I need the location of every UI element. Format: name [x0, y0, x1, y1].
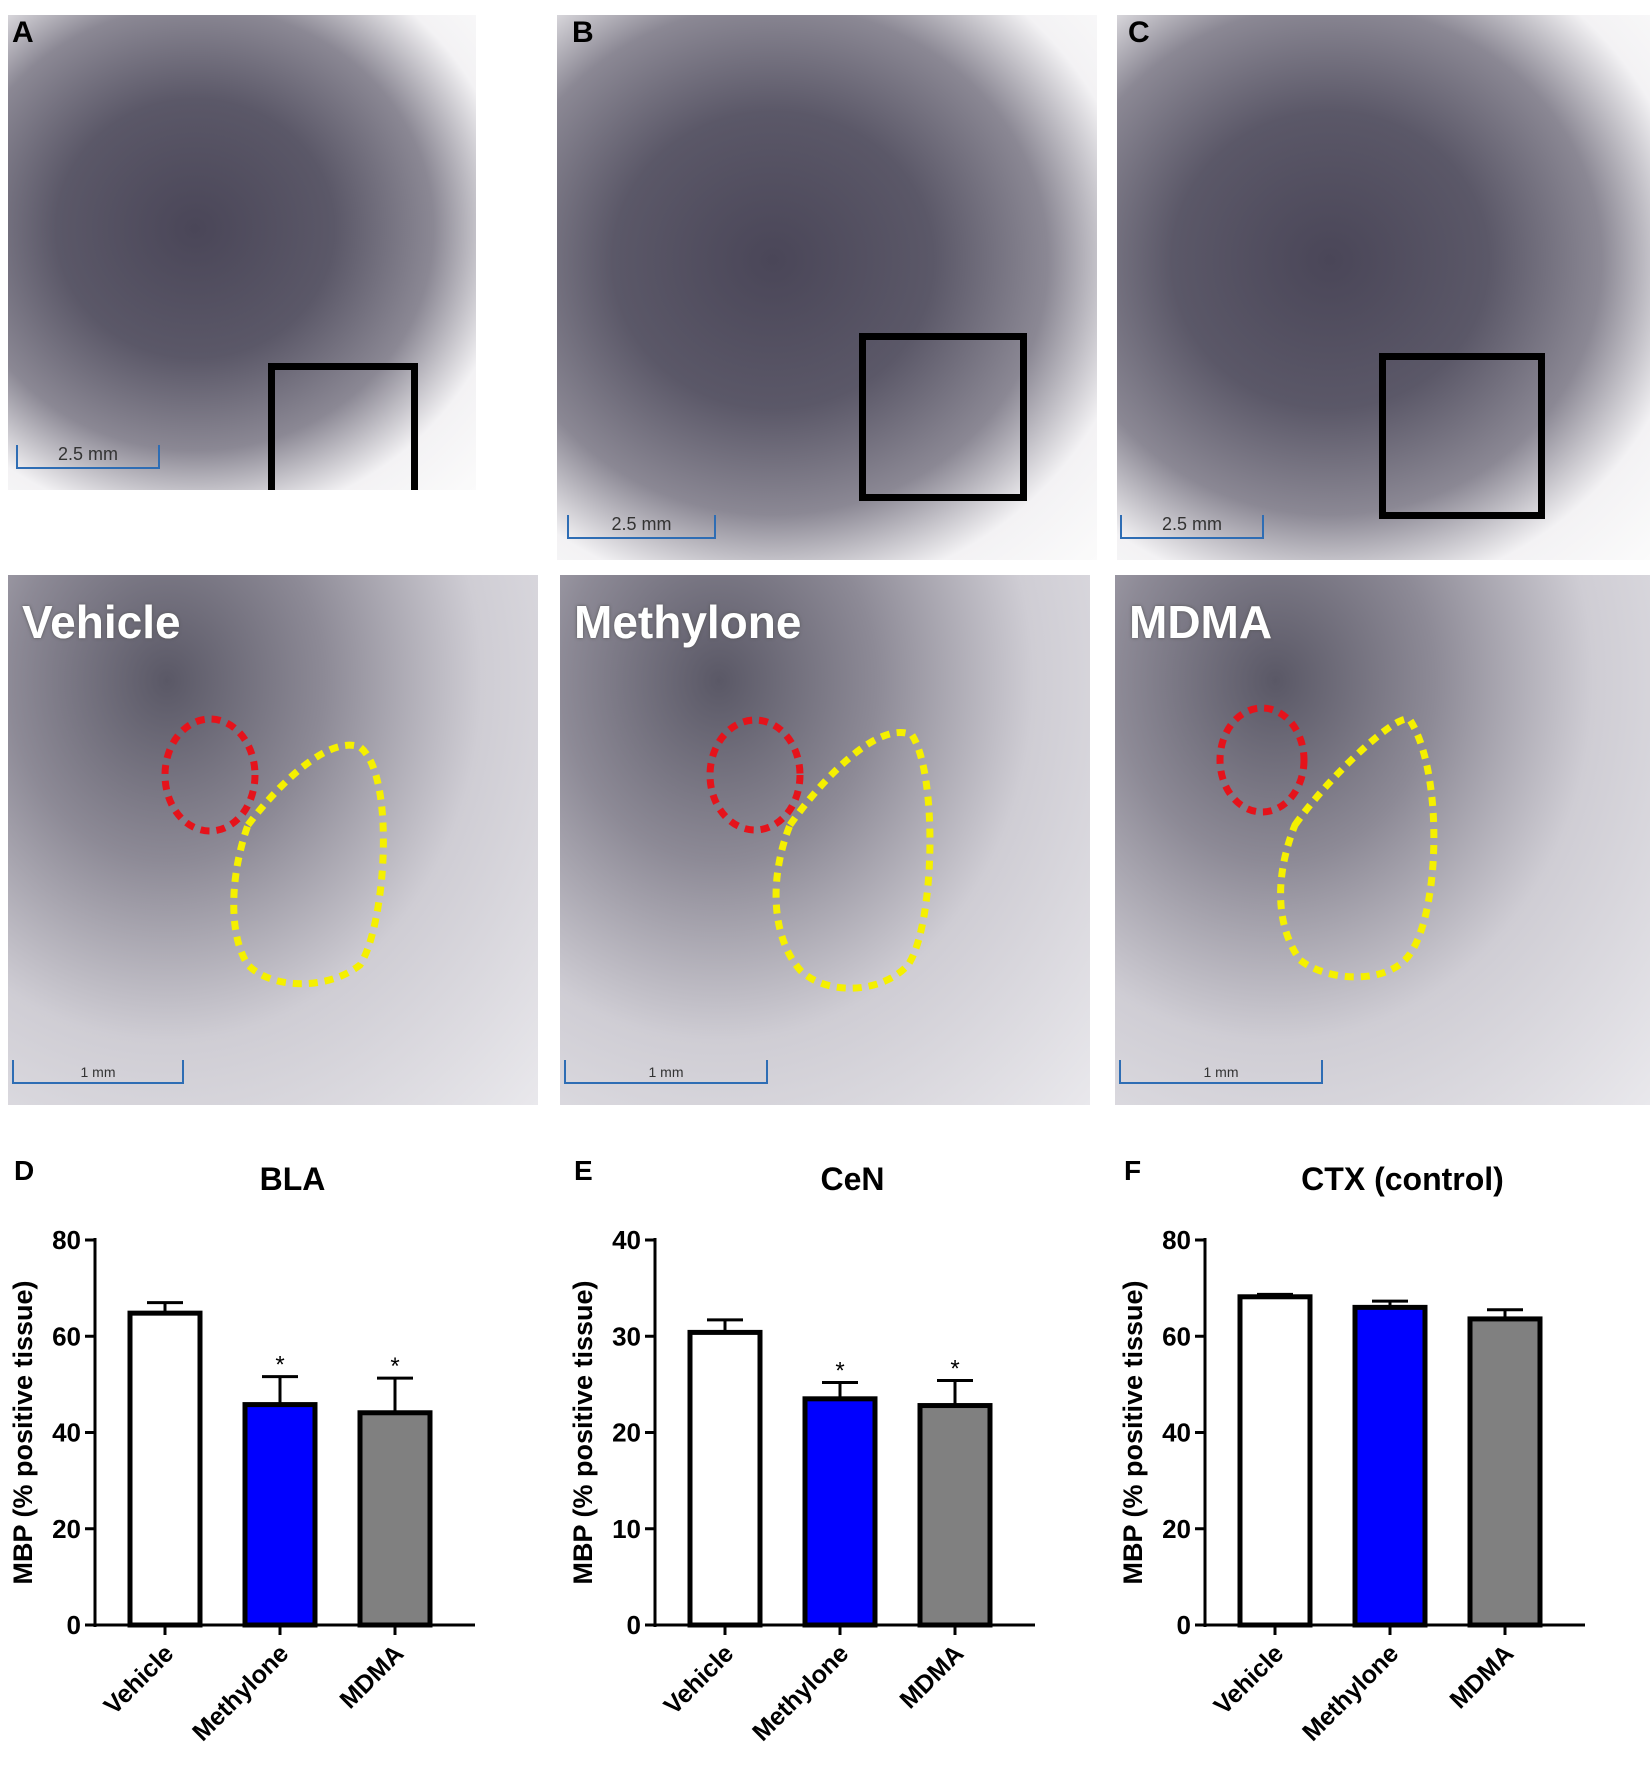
roi-box [1379, 353, 1545, 519]
zoom-label: MDMA [1129, 596, 1273, 648]
panel-letter: D [14, 1155, 34, 1186]
bar-methylone [1352, 1304, 1428, 1628]
bar-chart-ctx: F CTX (control) 0 20 40 60 80 MBP (% positive t… [1118, 1155, 1585, 1747]
y-tick-label: 0 [1177, 1610, 1191, 1640]
x-tick-label: Methylone [1297, 1639, 1404, 1746]
y-axis-label: MBP (% positive tissue) [8, 1280, 38, 1584]
x-tick-label: Methylone [187, 1639, 294, 1746]
bar-mdma [917, 1403, 993, 1628]
roi-bla-outline [161, 715, 259, 835]
scale-bar-label: 2.5 mm [1161, 514, 1222, 534]
y-axis-label: MBP (% positive tissue) [568, 1280, 598, 1584]
roi-cen-outline [1277, 715, 1438, 981]
roi-outlines [161, 715, 387, 988]
bar-chart-cen: E CeN 0 10 20 30 40 MBP (% positive tissue) Vehi… [568, 1155, 1035, 1747]
x-tick-label: Vehicle [99, 1639, 180, 1720]
panel-letter-c: C [1128, 16, 1150, 49]
bar-mdma [1467, 1316, 1543, 1628]
scale-bar-label: 1 mm [648, 1064, 684, 1080]
x-tick-label: MDMA [894, 1639, 969, 1714]
bar-mdma [357, 1410, 433, 1628]
scale-bar-label: 2.5 mm [57, 444, 118, 464]
scale-bar-label: 2.5 mm [611, 514, 672, 534]
roi-box [268, 363, 418, 490]
panel-letter-b: B [572, 16, 594, 49]
chart-title: BLA [260, 1161, 326, 1197]
y-tick-label: 40 [612, 1225, 641, 1255]
bar-methylone [802, 1396, 878, 1628]
zoom-label: Methylone [574, 596, 802, 648]
y-tick-label: 60 [1162, 1321, 1191, 1351]
panel-letter: F [1124, 1155, 1141, 1186]
micrograph-overview-mdma: 2.5 mm [1117, 15, 1650, 560]
zoom-label: Vehicle [22, 596, 181, 648]
panel-letter-a: A [12, 16, 34, 49]
y-tick-label: 40 [52, 1418, 81, 1448]
micrograph-zoom-vehicle: Vehicle 1 mm [8, 575, 538, 1105]
scale-bar: 2.5 mm [567, 514, 716, 539]
y-tick-label: 20 [52, 1514, 81, 1544]
scale-bar: 1 mm [12, 1060, 184, 1084]
y-tick-label: 40 [1162, 1418, 1191, 1448]
x-tick-label: Vehicle [1209, 1639, 1290, 1720]
roi-cen-outline [230, 741, 387, 988]
micrograph-overview-vehicle: 2.5 mm [8, 15, 476, 490]
bar-vehicle [1237, 1294, 1313, 1628]
bar-methylone [242, 1402, 318, 1628]
y-tick-label: 60 [52, 1321, 81, 1351]
chart-title: CTX (control) [1301, 1161, 1504, 1197]
x-tick-label: Vehicle [659, 1639, 740, 1720]
y-tick-label: 10 [612, 1514, 641, 1544]
scale-bar: 1 mm [564, 1060, 768, 1084]
y-tick-label: 80 [52, 1225, 81, 1255]
significance-marker: * [390, 1353, 399, 1380]
bar-vehicle [687, 1329, 763, 1628]
bar-vehicle [127, 1310, 203, 1628]
x-tick-label: MDMA [334, 1639, 409, 1714]
bar-chart-bla: D BLA 0 20 40 60 80 MBP (% positive tissue) Vehi… [8, 1155, 475, 1747]
micrograph-overview-methylone: 2.5 mm [557, 15, 1097, 560]
roi-bla-outline [706, 716, 804, 834]
x-tick-label: MDMA [1444, 1639, 1519, 1714]
scale-bar: 1 mm [1119, 1060, 1323, 1084]
roi-cen-outline [772, 729, 934, 992]
roi-outlines [706, 716, 934, 992]
y-tick-label: 30 [612, 1321, 641, 1351]
roi-box [859, 333, 1027, 501]
roi-bla-outline [1216, 704, 1308, 816]
y-tick-label: 0 [627, 1610, 641, 1640]
significance-marker: * [275, 1352, 284, 1379]
y-tick-label: 0 [67, 1610, 81, 1640]
scale-bar: 2.5 mm [1120, 514, 1264, 539]
scale-bar-label: 1 mm [80, 1064, 116, 1080]
x-tick-label: Methylone [747, 1639, 854, 1746]
micrograph-zoom-methylone: Methylone 1 mm [560, 575, 1090, 1105]
scale-bar-label: 1 mm [1203, 1064, 1239, 1080]
chart-title: CeN [820, 1161, 884, 1197]
y-tick-label: 20 [1162, 1514, 1191, 1544]
panel-letter: E [574, 1155, 593, 1186]
roi-outlines [1216, 704, 1438, 981]
y-tick-label: 20 [612, 1418, 641, 1448]
micrograph-zoom-mdma: MDMA 1 mm [1115, 575, 1650, 1105]
scale-bar: 2.5 mm [16, 444, 160, 469]
significance-marker: * [835, 1357, 844, 1384]
y-tick-label: 80 [1162, 1225, 1191, 1255]
significance-marker: * [950, 1356, 959, 1383]
y-axis-label: MBP (% positive tissue) [1118, 1280, 1148, 1584]
